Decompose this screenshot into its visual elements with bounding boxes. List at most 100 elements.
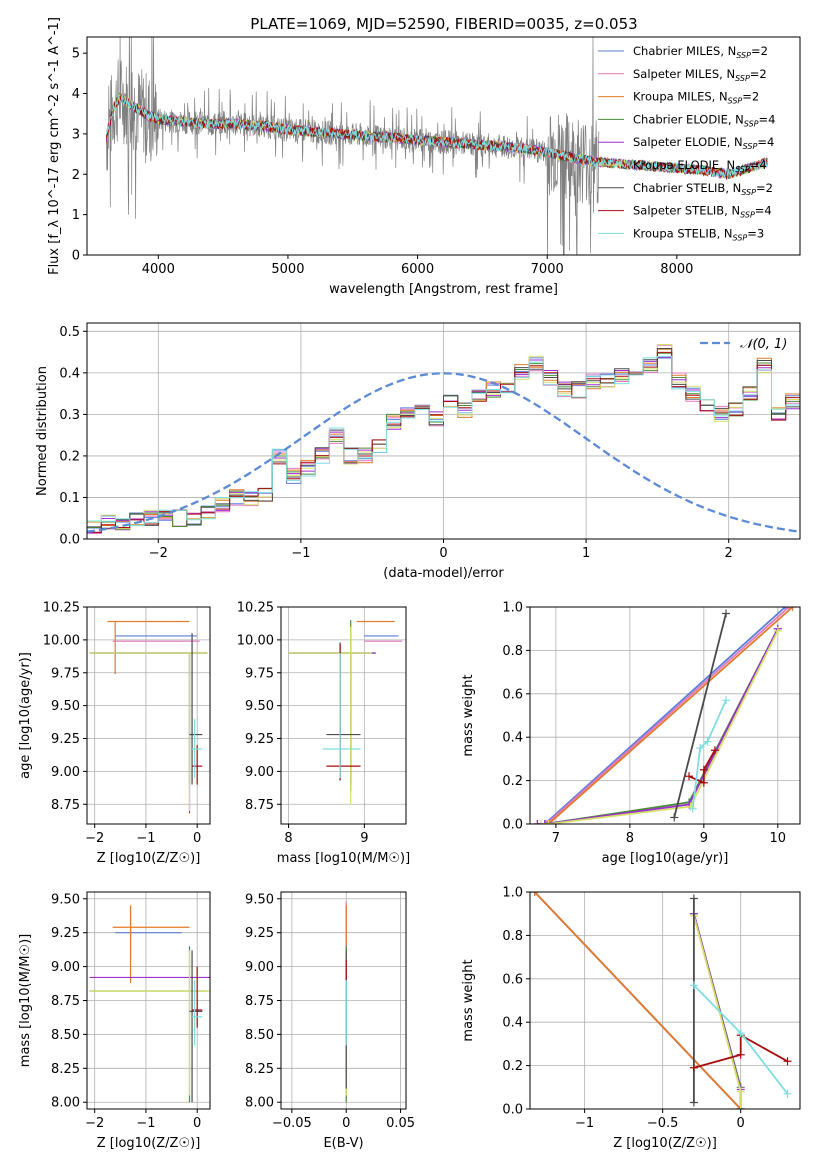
x-tick-label: −0.05 — [272, 1116, 312, 1131]
y-tick-label: 10.25 — [43, 601, 80, 616]
weight-marker — [685, 772, 694, 781]
y-tick-label: 8.00 — [245, 1096, 274, 1111]
y-axis-label: Normed distribution — [35, 366, 50, 496]
weight-line-8 — [691, 699, 727, 809]
y-tick-label: 9.50 — [51, 892, 80, 907]
y-tick-label: 9.50 — [245, 699, 274, 714]
x-tick-label: −2 — [149, 546, 168, 561]
axes-frame — [86, 36, 801, 256]
weight-line-0 — [544, 607, 786, 824]
weight-marker — [537, 820, 546, 824]
hist-legend: 𝒩(0, 1) — [700, 337, 787, 352]
weight-marker — [699, 765, 708, 774]
x-tick-label: −0.5 — [647, 1116, 679, 1131]
plot-area-mass-weight-vs-Z — [530, 892, 792, 1109]
weight-marker — [722, 609, 731, 618]
y-tick-label: 0.0 — [502, 1103, 523, 1118]
weight-marker — [783, 1057, 792, 1066]
x-tick-label: 0 — [342, 1116, 350, 1131]
weight-marker — [540, 820, 549, 824]
legend-entry: Chabrier STELIB, NSSP=2 — [633, 181, 773, 197]
x-tick-label: 0 — [439, 546, 447, 561]
weight-marker — [689, 1098, 698, 1107]
x-tick-label: 5000 — [271, 262, 304, 277]
x-tick-label: −1 — [136, 1116, 155, 1131]
weight-marker — [703, 737, 712, 746]
y-tick-label: 0.5 — [59, 325, 80, 340]
y-tick-label: 1.0 — [502, 601, 523, 616]
x-tick-label: −2 — [85, 831, 104, 846]
weight-marker — [544, 820, 553, 824]
y-axis-label: mass weight — [461, 674, 476, 756]
weight-marker — [736, 1050, 745, 1059]
y-tick-label: 0.2 — [502, 774, 523, 789]
weight-marker — [530, 892, 539, 896]
weight-line-4 — [537, 628, 779, 824]
x-tick-label: 2 — [725, 546, 733, 561]
weight-line-2 — [547, 607, 794, 824]
histogram-step-8 — [87, 355, 800, 527]
y-tick-label: 9.25 — [51, 732, 80, 747]
model-spectrum-line-8 — [105, 94, 769, 179]
y-tick-label: 5 — [72, 47, 80, 62]
y-tick-label: 8.00 — [51, 1096, 80, 1111]
y-axis-label: Flux [f_λ 10^-17 erg cm^-2 s^-1 A^-1] — [47, 17, 62, 275]
x-tick-label: 0 — [193, 831, 201, 846]
y-tick-label: 0.3 — [59, 408, 80, 423]
axes-frame — [280, 606, 407, 825]
panel-age-vs-Z: −2 −1 0 8.75 9.00 9.25 9.50 9.75 10.00 10.25 Z [lo… — [18, 601, 211, 866]
y-tick-label: 1 — [72, 208, 80, 223]
x-tick-label: 0 — [737, 1116, 745, 1131]
y-tick-label: 10.00 — [237, 633, 274, 648]
weight-marker — [699, 778, 708, 787]
y-tick-label: 9.25 — [245, 732, 274, 747]
x-tick-label: 7 — [552, 831, 560, 846]
histogram-step-7 — [87, 351, 800, 533]
weight-line-1 — [545, 607, 790, 824]
y-tick-label: 0.2 — [502, 1059, 523, 1074]
y-tick-label: 0.4 — [59, 366, 80, 381]
weight-marker — [788, 607, 797, 611]
y-tick-label: 0.4 — [502, 731, 523, 746]
x-tick-label: 7000 — [531, 262, 564, 277]
spectrum-legend: Chabrier MILES, NSSP=2 Salpeter MILES, NS… — [598, 44, 775, 242]
chart-panels: Chabrier MILES, NSSP=2 Salpeter MILES, NS… — [18, 17, 801, 1151]
x-axis-label: mass [log10(M/M☉)] — [277, 851, 410, 866]
x-tick-label: 8000 — [660, 262, 693, 277]
legend-entry: Chabrier MILES, NSSP=2 — [633, 44, 768, 60]
weight-line-2 — [534, 892, 742, 1109]
observed-spectrum-line — [106, 37, 600, 255]
panel-mass-vs-Z: −2 −1 0 8.00 8.25 8.50 8.75 9.00 9.25 9.50 Z [log1… — [18, 891, 211, 1151]
y-tick-label: 0.0 — [59, 533, 80, 548]
x-tick-label: 6000 — [401, 262, 434, 277]
y-tick-label: 8.25 — [245, 1062, 274, 1077]
axes-frame — [86, 606, 211, 825]
y-tick-label: 9.00 — [51, 960, 80, 975]
panel-age-vs-mass: 8 9 8.75 9.00 9.25 9.50 9.75 10.00 10.25 mass [lo… — [237, 601, 410, 867]
y-tick-label: 0.8 — [502, 929, 523, 944]
x-tick-label: 8 — [284, 831, 292, 846]
x-tick-label: 8 — [626, 831, 634, 846]
y-tick-label: 8.75 — [51, 798, 80, 813]
x-tick-label: 4000 — [142, 262, 175, 277]
x-tick-label: 9 — [700, 831, 708, 846]
x-tick-label: −2 — [85, 1116, 104, 1131]
y-tick-label: 9.25 — [51, 926, 80, 941]
x-axis-label: E(B-V) — [323, 1136, 363, 1151]
weight-marker — [689, 894, 698, 903]
histogram-step-2 — [87, 348, 800, 527]
histogram-step-0 — [87, 357, 800, 529]
y-tick-label: 0.0 — [502, 818, 523, 833]
y-tick-label: 0.6 — [502, 687, 523, 702]
x-axis-label: Z [log10(Z/Z☉)] — [97, 1136, 201, 1151]
legend-entry: Kroupa ELODIE, NSSP=4 — [633, 158, 767, 174]
x-tick-label: 0 — [193, 1116, 201, 1131]
histogram-step-5 — [87, 344, 800, 529]
y-tick-label: 3 — [72, 127, 80, 142]
weight-marker — [736, 1029, 745, 1038]
y-tick-label: 0.6 — [502, 972, 523, 987]
weight-marker — [722, 696, 731, 705]
x-tick-label: 9 — [360, 831, 368, 846]
y-tick-label: 8.25 — [51, 1062, 80, 1077]
histogram-step-3 — [87, 352, 800, 530]
